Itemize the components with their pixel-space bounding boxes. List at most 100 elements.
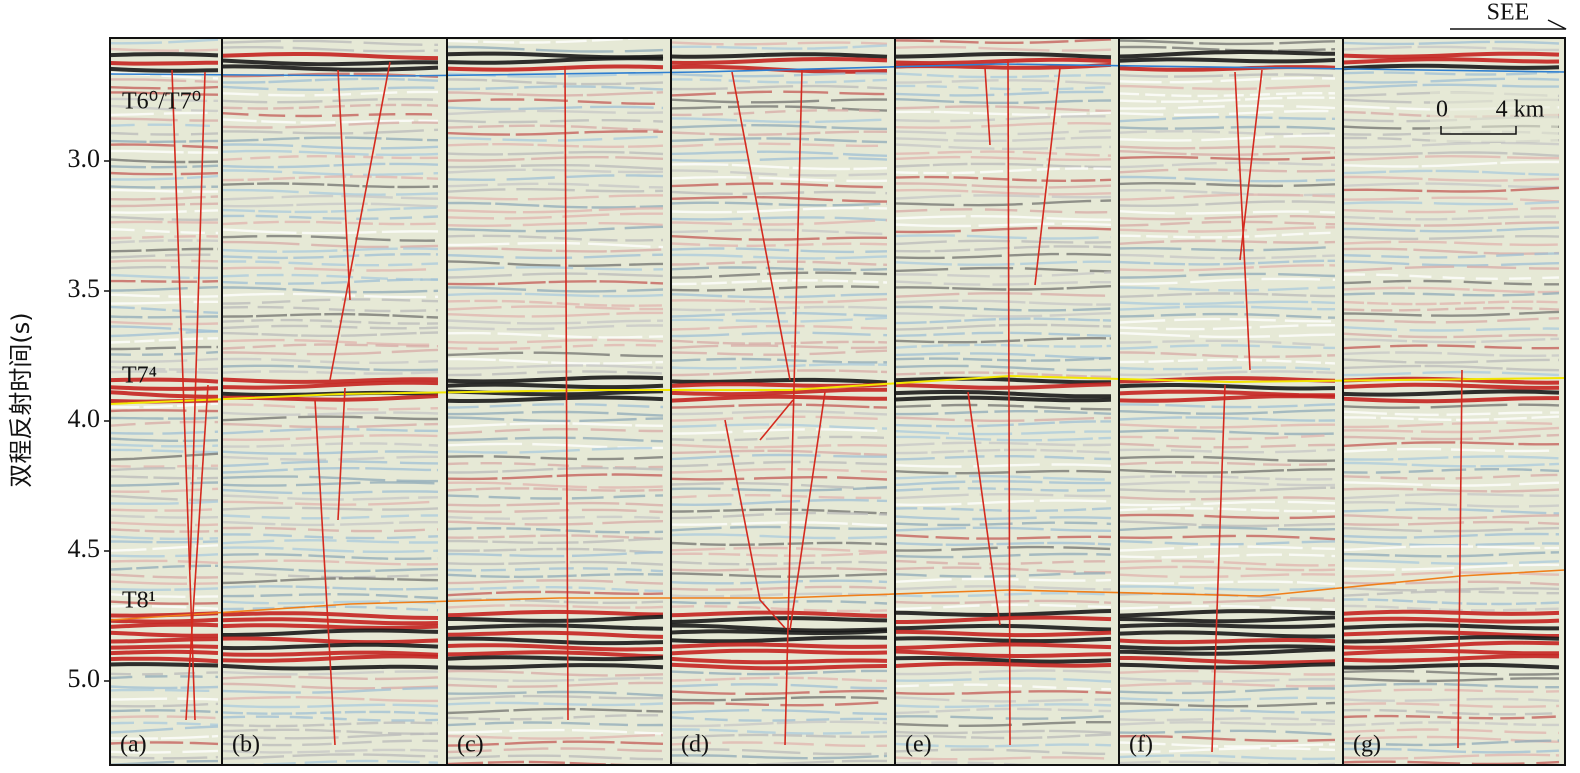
reflector	[670, 228, 888, 236]
reflector	[1342, 370, 1560, 377]
reflector	[670, 130, 888, 136]
reflector	[1118, 220, 1336, 227]
reflector	[446, 150, 664, 156]
reflector	[1343, 598, 1560, 606]
reflector	[1118, 662, 1336, 670]
reflector	[670, 311, 888, 318]
reflector	[670, 521, 888, 527]
reflector	[670, 169, 888, 177]
reflector	[222, 188, 439, 196]
reflector	[110, 725, 219, 734]
reflector	[1342, 206, 1560, 214]
reflector	[222, 128, 439, 135]
reflector	[110, 97, 218, 102]
reflector	[1118, 622, 1336, 629]
reflector	[446, 109, 664, 116]
reflector	[446, 455, 664, 461]
reflector	[894, 364, 1112, 372]
reflector	[110, 755, 219, 760]
reflector	[110, 637, 219, 644]
reflector	[1342, 677, 1560, 683]
reflector	[1342, 654, 1560, 663]
reflector	[447, 614, 664, 623]
horizon-line	[110, 63, 1565, 77]
reflector	[221, 703, 439, 709]
reflector	[1342, 300, 1560, 306]
reflector	[446, 338, 664, 344]
reflector	[110, 622, 219, 629]
reflector	[221, 312, 439, 319]
reflector	[446, 292, 664, 298]
reflector	[894, 382, 1112, 390]
reflector	[894, 526, 1112, 532]
reflector	[1342, 563, 1560, 571]
reflector	[110, 580, 219, 586]
reflector	[447, 241, 664, 249]
reflector	[446, 487, 664, 492]
reflector	[1118, 168, 1336, 174]
reflector	[446, 174, 664, 182]
reflector	[1118, 259, 1335, 266]
fault	[967, 391, 1001, 626]
reflector	[110, 300, 218, 305]
fault	[784, 69, 803, 746]
reflector	[446, 579, 664, 585]
reflector	[221, 514, 439, 520]
reflector	[110, 286, 219, 292]
reflector	[1118, 461, 1336, 466]
reflector	[446, 428, 664, 435]
reflector	[446, 194, 663, 201]
reflector	[894, 707, 1112, 715]
reflector	[446, 130, 664, 136]
reflector	[894, 105, 1112, 113]
reflector	[670, 648, 888, 656]
reflector	[1119, 403, 1336, 409]
reflector	[446, 436, 664, 443]
reflector	[110, 325, 219, 333]
reflector	[110, 104, 219, 113]
fault	[1034, 67, 1061, 286]
reflector	[670, 247, 888, 254]
reflector	[221, 739, 439, 747]
reflector	[221, 553, 439, 560]
reflector	[670, 387, 888, 397]
reflector	[221, 415, 438, 422]
reflector	[221, 455, 438, 462]
panel-label: (c)	[457, 732, 484, 758]
reflector	[110, 721, 219, 726]
reflector	[110, 528, 219, 533]
reflector	[221, 194, 439, 201]
reflector	[670, 324, 888, 331]
reflector	[1119, 656, 1336, 665]
reflector	[670, 260, 888, 266]
reflector	[894, 234, 1112, 240]
reflector	[1118, 344, 1336, 350]
reflector	[1118, 409, 1336, 415]
fault	[789, 391, 826, 631]
reflector	[670, 305, 888, 312]
reflector	[1342, 688, 1560, 694]
reflector	[1118, 264, 1336, 272]
reflector	[221, 228, 439, 235]
reflector	[1342, 604, 1560, 612]
reflector	[221, 58, 439, 67]
reflector	[670, 206, 888, 214]
reflector	[1342, 182, 1559, 189]
reflector	[447, 164, 664, 170]
reflector	[670, 720, 888, 728]
reflector	[670, 266, 888, 272]
reflector	[670, 109, 888, 117]
reflector	[1342, 45, 1560, 52]
reflector	[1342, 279, 1559, 286]
reflector	[446, 650, 664, 659]
reflector	[670, 117, 888, 124]
reflector	[894, 331, 1112, 338]
reflector	[894, 609, 1112, 618]
reflector	[670, 279, 888, 286]
reflector	[1342, 507, 1560, 515]
reflector	[1118, 526, 1336, 532]
reflector	[221, 202, 439, 208]
reflector	[221, 546, 439, 553]
reflector	[221, 434, 439, 442]
reflector	[1118, 65, 1336, 72]
